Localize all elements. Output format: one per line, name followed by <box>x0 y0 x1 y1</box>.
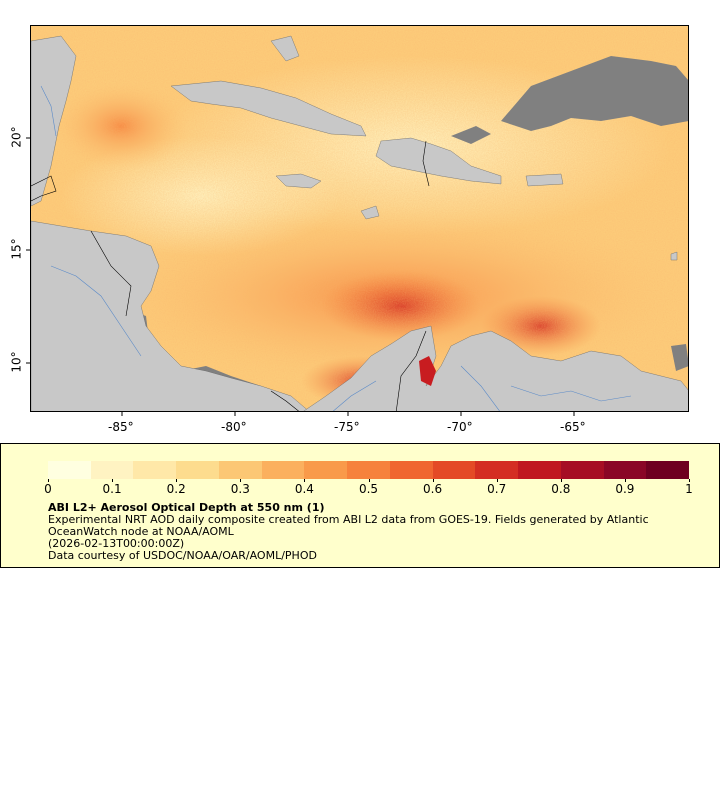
legend-desc-line-2: OceanWatch node at NOAA/AOML <box>48 525 234 538</box>
colorbar-tick-mark <box>496 479 498 482</box>
colorbar <box>48 461 690 479</box>
river-venezuela <box>510 385 632 402</box>
lon-label-85: -85° <box>108 420 134 434</box>
colorbar-tick-label: 0.2 <box>166 482 186 496</box>
lon-label-65: -65° <box>560 420 586 434</box>
colorbar-tick-label: 0.5 <box>358 482 379 496</box>
colorbar-tick-mark <box>689 479 690 482</box>
colorbar-tick-mark <box>624 479 626 482</box>
cuba <box>170 80 367 137</box>
legend-desc-line-4: Data courtesy of USDOC/NOAA/OAR/AOML/PHO… <box>48 549 317 562</box>
colorbar-tick-label: 0.4 <box>294 482 314 496</box>
small-islands <box>360 205 678 261</box>
colorbar-segment <box>603 461 647 479</box>
legend-desc-line-3: (2026-02-13T00:00:00Z) <box>48 537 185 550</box>
colorbar-tick-label: 0.3 <box>230 482 250 496</box>
border-central-america <box>90 230 132 317</box>
legend-description: Experimental NRT AOD daily composite cre… <box>48 514 688 562</box>
river-central-america <box>50 265 142 357</box>
lat-label-10: 10° <box>9 351 24 373</box>
colorbar-tick-mark <box>48 479 49 482</box>
colorbar-tick-mark <box>432 479 434 482</box>
colorbar-tick-label: 0 <box>44 482 52 496</box>
border-yucatan <box>31 175 57 202</box>
missing-data-southeast <box>671 344 688 371</box>
colorbar-segment <box>475 461 519 479</box>
puerto-rico <box>525 173 564 187</box>
maracaibo <box>419 356 436 386</box>
border-hispaniola <box>422 140 430 187</box>
lat-label-20: 20° <box>9 126 24 148</box>
colorbar-segment <box>304 461 348 479</box>
legend-desc-line-1: Experimental NRT AOD daily composite cre… <box>48 513 649 526</box>
lat-label-15: 15° <box>9 238 24 260</box>
country-borders <box>31 140 430 411</box>
legend-panel: 0 0.1 0.2 0.3 0.4 0.5 0.6 0.7 0.8 0.9 1 ABI L2+ Ae… <box>0 443 720 568</box>
colorbar-segment <box>218 461 262 479</box>
hispaniola <box>375 137 502 185</box>
missing-data-northeast <box>501 56 688 131</box>
colorbar-tick-label: 0.7 <box>487 482 507 496</box>
colorbar-tick-mark <box>112 479 114 482</box>
border-panama-colombia <box>270 390 299 411</box>
colorbar-tick-mark <box>176 479 178 482</box>
rivers <box>40 85 632 411</box>
lon-label-70: -70° <box>447 420 473 434</box>
land-masses <box>31 35 688 411</box>
colorbar-segment <box>646 461 690 479</box>
colorbar-tick-label: 1 <box>685 482 693 496</box>
river-yucatan <box>40 85 57 137</box>
bahamas <box>270 35 300 62</box>
legend-title: ABI L2+ Aerosol Optical Depth at 550 nm … <box>48 501 325 514</box>
missing-data-east <box>451 126 491 144</box>
axis-ticks <box>26 137 575 416</box>
lon-label-75: -75° <box>334 420 360 434</box>
colorbar-tick-label: 0.8 <box>551 482 571 496</box>
colorbar-segment <box>48 461 91 479</box>
colorbar-segment <box>176 461 219 479</box>
colorbar-segment <box>90 461 134 479</box>
colorbar-tick-mark <box>304 479 306 482</box>
river-orinoco <box>460 365 500 411</box>
lon-label-80: -80° <box>221 420 247 434</box>
colorbar-tick-label: 0.9 <box>615 482 635 496</box>
colorbar-tick-mark <box>560 479 562 482</box>
colorbar-segment <box>560 461 604 479</box>
colorbar-tick-label: 0.6 <box>423 482 443 496</box>
border-colombia-venezuela <box>395 330 427 411</box>
aod-map <box>30 25 689 412</box>
colorbar-tick-mark <box>368 479 370 482</box>
colorbar-tick-mark <box>240 479 242 482</box>
colorbar-segment <box>347 461 390 479</box>
colorbar-segment <box>432 461 476 479</box>
colorbar-segment <box>133 461 177 479</box>
south-america <box>303 325 688 411</box>
colorbar-tick-label: 0.1 <box>102 482 122 496</box>
colorbar-segment <box>261 461 305 479</box>
central-america <box>31 220 309 411</box>
jamaica <box>275 173 322 189</box>
colorbar-segment <box>518 461 561 479</box>
colorbar-segment <box>389 461 433 479</box>
river-colombia <box>332 380 377 411</box>
map-canvas <box>31 26 688 411</box>
